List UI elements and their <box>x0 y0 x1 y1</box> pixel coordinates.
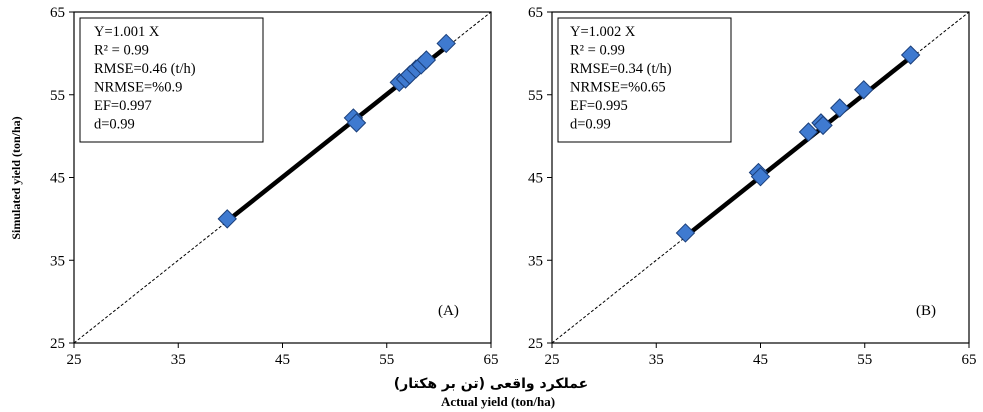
x-tick-label: 55 <box>379 352 394 368</box>
stat-line: EF=0.995 <box>570 98 628 114</box>
stat-line: Y=1.002 X <box>570 24 636 40</box>
x-ticks-b: 25 35 45 55 65 <box>545 343 977 368</box>
panel-label-a: (A) <box>438 303 459 319</box>
x-tick-label: 25 <box>67 352 82 368</box>
y-tick-label: 55 <box>528 88 543 104</box>
points-a <box>217 33 456 229</box>
y-tick-label: 35 <box>50 253 65 269</box>
stat-line: NRMSE=%0.65 <box>570 80 666 96</box>
stat-line: d=0.99 <box>94 117 135 133</box>
stat-line: R² = 0.99 <box>94 43 149 59</box>
x-tick-label: 35 <box>649 352 664 368</box>
x-tick-label: 55 <box>857 352 872 368</box>
y-axis-label: Simulated yield (ton/ha) <box>9 116 23 239</box>
stats-box-a <box>79 17 264 143</box>
data-point <box>830 98 850 118</box>
y-tick-label: 45 <box>528 171 543 187</box>
panel-a: 25 35 45 55 65 25 35 45 55 65 Y=1.001 X R² = 0.99… <box>50 5 499 368</box>
data-point <box>436 33 456 54</box>
fit-line-b <box>684 55 913 239</box>
y-tick-label: 35 <box>528 253 543 269</box>
stat-line: R² = 0.99 <box>570 43 625 59</box>
x-tick-label: 45 <box>753 352 768 368</box>
data-point <box>346 113 367 133</box>
x-tick-label: 45 <box>275 352 290 368</box>
data-point <box>900 45 921 65</box>
x-tick-label: 35 <box>171 352 186 368</box>
points-b <box>675 45 921 243</box>
data-point <box>217 209 237 229</box>
panel-label-b: (B) <box>916 303 936 319</box>
stat-line: EF=0.997 <box>94 98 152 114</box>
y-tick-label: 65 <box>528 5 543 21</box>
y-tick-label: 45 <box>50 171 65 187</box>
y-tick-label: 25 <box>50 336 65 352</box>
data-point <box>798 122 819 142</box>
y-tick-label: 55 <box>50 88 65 104</box>
y-tick-label: 65 <box>50 5 65 21</box>
stat-line: Y=1.001 X <box>94 24 160 40</box>
panel-b: 25 35 45 55 65 25 35 45 55 65 Y=1.002 X R² = 0.99… <box>528 5 977 368</box>
x-tick-label: 65 <box>484 352 499 368</box>
data-point <box>750 166 771 187</box>
x-axis-label-persian: عملکرد واقعی (تن بر هکتار) <box>394 376 588 392</box>
regression-line <box>684 55 913 239</box>
x-ticks-a: 25 35 45 55 65 <box>67 343 499 368</box>
y-ticks-a: 25 35 45 55 65 <box>50 5 74 352</box>
stat-line: RMSE=0.34 (t/h) <box>570 61 672 77</box>
stats-b: Y=1.002 X R² = 0.99 RMSE=0.34 (t/h) NRMSE=%… <box>570 24 672 133</box>
stat-line: NRMSE=%0.9 <box>94 80 182 96</box>
stat-line: RMSE=0.46 (t/h) <box>94 61 196 77</box>
x-tick-label: 25 <box>545 352 560 368</box>
data-point <box>416 50 437 70</box>
y-ticks-b: 25 35 45 55 65 <box>528 5 552 352</box>
data-point <box>854 80 874 100</box>
data-point <box>813 115 833 136</box>
x-axis-label: Actual yield (ton/ha) <box>441 394 555 409</box>
stat-line: d=0.99 <box>570 117 611 133</box>
stats-a: Y=1.001 X R² = 0.99 RMSE=0.46 (t/h) NRMSE=%… <box>94 24 196 133</box>
data-point <box>675 223 696 243</box>
y-tick-label: 25 <box>528 336 543 352</box>
x-tick-label: 65 <box>962 352 977 368</box>
stats-box-b <box>557 17 732 143</box>
